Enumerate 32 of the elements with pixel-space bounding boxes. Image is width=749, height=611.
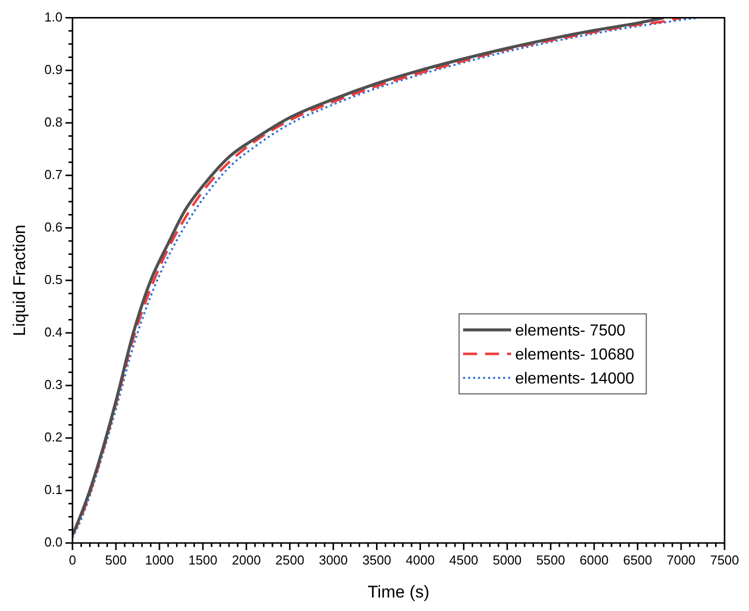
x-tick-label: 7000: [666, 552, 696, 568]
x-tick-label: 5000: [492, 552, 522, 568]
y-tick-label: 0.8: [44, 114, 62, 130]
x-tick-label: 4500: [449, 552, 478, 568]
x-tick-label: 1500: [188, 552, 218, 568]
x-tick-label: 5500: [536, 552, 566, 568]
legend-label: elements- 10680: [515, 346, 634, 364]
y-tick-label: 0.4: [44, 324, 62, 340]
y-tick-label: 0.2: [44, 430, 62, 445]
x-tick-label: 500: [105, 552, 127, 568]
x-tick-label: 6500: [623, 552, 652, 568]
x-tick-label: 2000: [232, 552, 261, 568]
y-tick-label: 0.6: [44, 219, 62, 234]
legend-label: elements- 7500: [515, 322, 626, 340]
x-tick-label: 4000: [406, 552, 435, 568]
y-tick-label: 1.0: [44, 9, 62, 24]
legend-label: elements- 14000: [515, 370, 634, 388]
x-tick-label: 3500: [362, 552, 392, 568]
x-axis-title: Time (s): [368, 582, 430, 602]
y-tick-label: 0.7: [44, 166, 62, 182]
y-tick-label: 0.5: [44, 272, 62, 287]
y-tick-label: 0.3: [44, 377, 62, 392]
x-tick-label: 7500: [710, 552, 739, 568]
x-tick-label: 0: [68, 552, 76, 568]
y-tick-label: 0.9: [44, 62, 62, 77]
x-tick-label: 2500: [275, 552, 304, 568]
x-tick-label: 6000: [580, 552, 609, 568]
y-tick-label: 0.1: [44, 482, 62, 498]
y-axis-title: Liquid Fraction: [10, 224, 29, 336]
y-tick-label: 0.0: [44, 534, 62, 550]
x-tick-label: 1000: [144, 552, 174, 568]
x-tick-label: 3000: [318, 552, 348, 568]
